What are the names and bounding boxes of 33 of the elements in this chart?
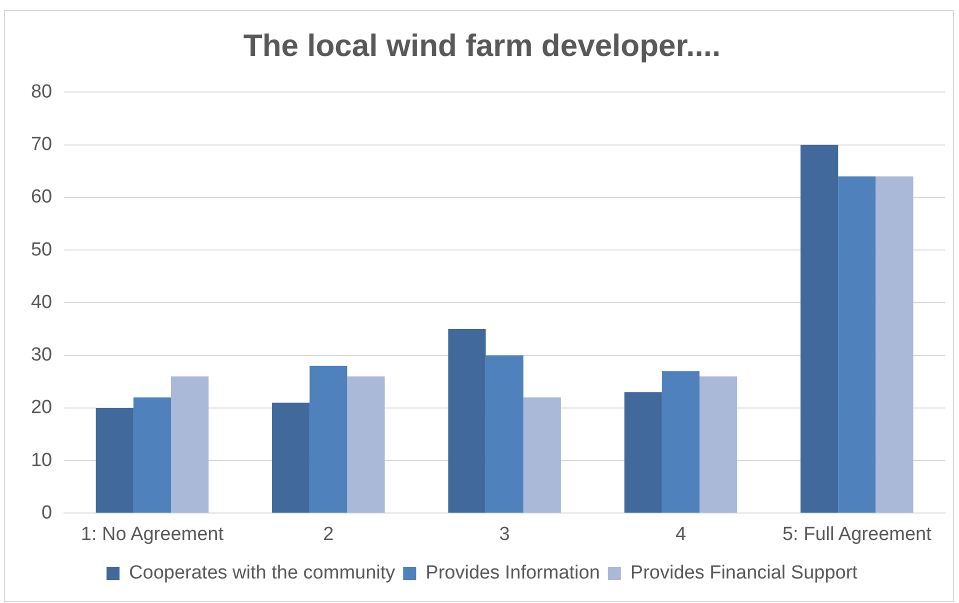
bar	[876, 176, 914, 513]
bar	[624, 392, 662, 513]
y-tick-label: 70	[30, 134, 52, 156]
bar	[800, 144, 838, 513]
y-tick-label: 50	[30, 239, 52, 260]
bar	[486, 355, 524, 513]
bar	[347, 376, 385, 513]
x-tick-label: 5: Full Agreement	[782, 524, 932, 545]
bar	[133, 397, 172, 513]
y-tick-label: 80	[30, 81, 52, 102]
bar	[310, 366, 348, 513]
bar	[448, 329, 486, 513]
y-tick-label: 60	[30, 186, 52, 208]
bar	[272, 402, 310, 513]
bar	[838, 176, 876, 513]
bar	[171, 376, 209, 513]
bar	[523, 397, 561, 513]
legend-label: Cooperates with the community	[129, 562, 396, 584]
y-tick-label: 20	[30, 397, 52, 418]
chart-title: The local wind farm developer....	[243, 28, 721, 64]
y-tick-label: 0	[42, 502, 52, 524]
x-tick-label: 4	[675, 524, 686, 545]
x-tick-label: 2	[323, 524, 334, 545]
x-tick-label: 3	[499, 524, 510, 545]
bar	[96, 408, 134, 513]
bar	[700, 376, 738, 513]
y-tick-label: 40	[30, 292, 52, 313]
legend-label: Provides Financial Support	[630, 562, 858, 584]
bar	[662, 371, 700, 513]
y-tick-label: 30	[30, 344, 52, 366]
x-tick-label: 1: No Agreement	[80, 524, 224, 545]
y-tick-label: 10	[30, 450, 52, 471]
legend-label: Provides Information	[426, 562, 600, 584]
